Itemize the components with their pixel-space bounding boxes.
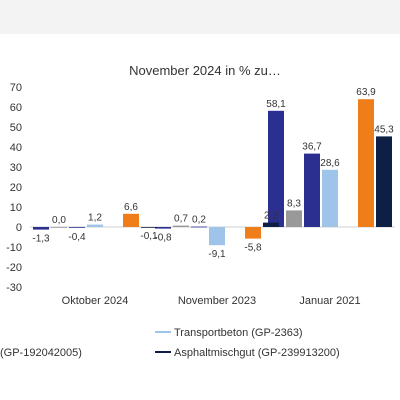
y-tick-label: 40 (10, 142, 22, 154)
data-label: 6,6 (124, 202, 138, 213)
data-label: 58,1 (266, 99, 286, 110)
y-tick-label: -10 (6, 242, 22, 254)
bar (263, 222, 279, 227)
bars (33, 99, 392, 246)
data-label: 1,2 (88, 213, 102, 224)
legend: Transportbeton (GP-2363) Asphaltmischgut… (0, 327, 340, 359)
x-tick-label: Oktober 2024 (62, 295, 129, 307)
y-tick-label: 30 (10, 162, 22, 174)
bar (141, 227, 157, 228)
bar (209, 227, 225, 246)
legend-label-transportbeton: Transportbeton (GP-2363) (174, 327, 303, 339)
bar (123, 213, 139, 227)
bar (155, 227, 171, 229)
x-tick-label: November 2023 (178, 295, 256, 307)
data-label: -9,1 (208, 249, 226, 260)
y-tick-label: 50 (10, 122, 22, 134)
bar (245, 227, 261, 239)
data-label: 36,7 (302, 142, 322, 153)
bar (286, 210, 302, 227)
y-axis: 70 60 50 40 30 20 10 0 -10 -20 -30 (6, 82, 22, 294)
header-band (0, 0, 400, 34)
data-label: 45,3 (374, 124, 394, 135)
x-tick-label: Januar 2021 (299, 295, 360, 307)
bar (173, 225, 189, 227)
y-tick-label: 70 (10, 82, 22, 94)
data-labels: -1,3 -0,8 58,1 0,0 0,7 8,3 -0,4 0,2 36,7 1,2 -9,1 2… (32, 87, 394, 260)
bar (304, 153, 320, 227)
x-axis: Oktober 2024 November 2023 Januar 2021 (62, 295, 361, 307)
data-label: 0,7 (174, 214, 188, 225)
legend-label-truncated: (GP-192042005) (0, 347, 82, 359)
data-label: 63,9 (356, 87, 376, 98)
y-tick-label: -30 (6, 282, 22, 294)
y-tick-label: 20 (10, 182, 22, 194)
data-label: 0,2 (192, 215, 206, 226)
data-label: 2,2 (264, 211, 278, 222)
data-label: 0,0 (52, 215, 66, 226)
bar (376, 136, 392, 227)
data-label: -0,8 (154, 233, 172, 244)
bar (268, 110, 284, 227)
bar (322, 169, 338, 227)
bar (191, 226, 207, 228)
bar (358, 99, 374, 227)
bar (69, 227, 85, 228)
data-label: -1,3 (32, 234, 50, 245)
y-tick-label: 0 (16, 222, 22, 234)
data-label: -0,1 (140, 231, 158, 242)
legend-label-asphaltmischgut: Asphaltmischgut (GP-239913200) (174, 347, 340, 359)
bar (33, 227, 49, 230)
bar (87, 224, 103, 227)
data-label: 8,3 (287, 198, 301, 209)
chart-title: November 2024 in % zu… (129, 63, 281, 78)
data-label: -5,8 (244, 243, 262, 254)
y-tick-label: 60 (10, 102, 22, 114)
y-tick-label: 10 (10, 202, 22, 214)
data-label: -0,4 (68, 232, 86, 243)
y-tick-label: -20 (6, 262, 22, 274)
data-label: 28,6 (320, 158, 340, 169)
bar (51, 227, 67, 228)
